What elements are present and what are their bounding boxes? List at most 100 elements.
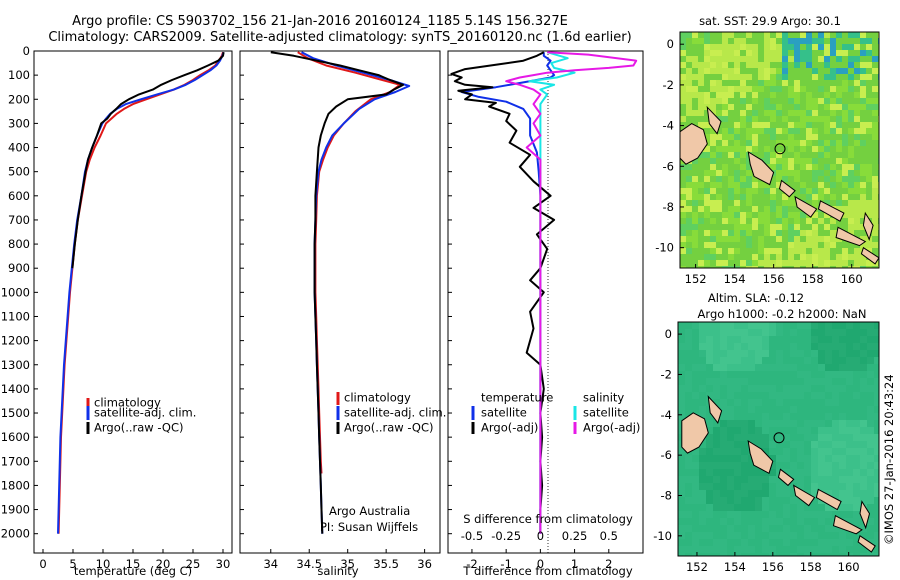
- lon-tick-label: 158: [800, 560, 822, 574]
- heatmap-cell: [848, 194, 855, 201]
- heatmap-cell: [776, 329, 784, 337]
- heatmap-cell: [686, 194, 693, 201]
- heatmap-cell: [853, 406, 861, 414]
- heatmap-cell: [706, 427, 714, 435]
- heatmap-cell: [776, 504, 784, 512]
- heatmap-cell: [710, 230, 717, 237]
- heatmap-cell: [692, 44, 699, 51]
- heatmap-cell: [740, 200, 747, 207]
- heatmap-cell: [825, 455, 833, 463]
- heatmap-cell: [704, 224, 711, 231]
- heatmap-cell: [825, 434, 833, 442]
- heatmap-cell: [825, 420, 833, 428]
- heatmap-cell: [727, 329, 735, 337]
- heatmap-cell: [860, 68, 867, 75]
- heatmap-cell: [720, 441, 728, 449]
- heatmap-cell: [734, 98, 741, 105]
- heatmap-cell: [794, 62, 801, 69]
- heatmap-cell: [818, 62, 825, 69]
- heatmap-cell: [860, 532, 868, 540]
- heatmap-cell: [770, 68, 777, 75]
- heatmap-cell: [698, 68, 705, 75]
- heatmap-cell: [686, 266, 693, 268]
- heatmap-cell: [848, 134, 855, 141]
- temperature-x-axis: 0 5 10 15 20 25 30: [39, 549, 230, 571]
- heatmap-cell: [758, 140, 765, 147]
- heatmap-cell: [788, 62, 795, 69]
- heatmap-cell: [854, 152, 861, 159]
- heatmap-cell: [776, 371, 784, 379]
- heatmap-cell: [713, 371, 721, 379]
- difference-x-axis: -2 -1 0 1 2: [466, 549, 612, 571]
- island: [680, 123, 708, 165]
- heatmap-cell: [800, 104, 807, 111]
- heatmap-cell: [722, 200, 729, 207]
- heatmap-cell: [706, 511, 714, 519]
- heatmap-cell: [720, 336, 728, 344]
- heatmap-cell: [734, 224, 741, 231]
- heatmap-cell: [741, 399, 749, 407]
- heatmap-cell: [797, 336, 805, 344]
- heatmap-cell: [782, 92, 789, 99]
- heatmap-cell: [710, 146, 717, 153]
- heatmap-cell: [830, 260, 837, 267]
- heatmap-cell: [804, 385, 812, 393]
- heatmap-cell: [794, 134, 801, 141]
- heatmap-cell: [854, 164, 861, 171]
- heatmap-cell: [846, 539, 854, 547]
- heatmap-cell: [867, 476, 875, 484]
- heatmap-cell: [720, 413, 728, 421]
- heatmap-cell: [685, 336, 693, 344]
- heatmap-cell: [741, 364, 749, 372]
- heatmap-cell: [848, 86, 855, 93]
- heatmap-cell: [776, 413, 784, 421]
- heatmap-cell: [728, 188, 735, 195]
- heatmap-cell: [782, 98, 789, 105]
- heatmap-cell: [710, 200, 717, 207]
- heatmap-cell: [783, 427, 791, 435]
- heatmap-cell: [804, 441, 812, 449]
- heatmap-cell: [874, 469, 879, 477]
- heatmap-cell: [713, 448, 721, 456]
- heatmap-cell: [752, 248, 759, 255]
- heatmap-cell: [770, 44, 777, 51]
- heatmap-cell: [716, 170, 723, 177]
- heatmap-cell: [818, 32, 825, 39]
- heatmap-cell: [734, 462, 742, 470]
- heatmap-cell: [818, 260, 825, 267]
- heatmap-cell: [812, 44, 819, 51]
- lat-tick-label: 0: [667, 37, 674, 51]
- heatmap-cell: [720, 322, 728, 330]
- heatmap-cell: [770, 176, 777, 183]
- heatmap-cell: [836, 158, 843, 165]
- heatmap-cell: [854, 92, 861, 99]
- heatmap-cell: [832, 399, 840, 407]
- heatmap-cell: [824, 212, 831, 219]
- heatmap-cell: [818, 504, 826, 512]
- heatmap-cell: [804, 539, 812, 547]
- heatmap-cell: [811, 518, 819, 526]
- heatmap-cell: [846, 518, 854, 526]
- heatmap-cell: [734, 434, 742, 442]
- heatmap-cell: [783, 322, 791, 330]
- heatmap-cell: [824, 224, 831, 231]
- depth-tick-label: 0: [23, 44, 30, 58]
- heatmap-cell: [685, 483, 693, 491]
- heatmap-cell: [830, 158, 837, 165]
- heatmap-cell: [692, 218, 699, 225]
- heatmap-cell: [680, 32, 687, 39]
- heatmap-cell: [832, 511, 840, 519]
- heatmap-cell: [872, 170, 879, 177]
- heatmap-cell: [776, 44, 783, 51]
- heatmap-cell: [790, 448, 798, 456]
- heatmap-cell: [804, 329, 812, 337]
- heatmap-cell: [713, 336, 721, 344]
- heatmap-cell: [762, 420, 770, 428]
- heatmap-cell: [797, 504, 805, 512]
- heatmap-cell: [782, 32, 789, 39]
- heatmap-cell: [706, 448, 714, 456]
- heatmap-cell: [699, 462, 707, 470]
- heatmap-cell: [776, 420, 784, 428]
- heatmap-cell: [752, 38, 759, 45]
- heatmap-cell: [686, 98, 693, 105]
